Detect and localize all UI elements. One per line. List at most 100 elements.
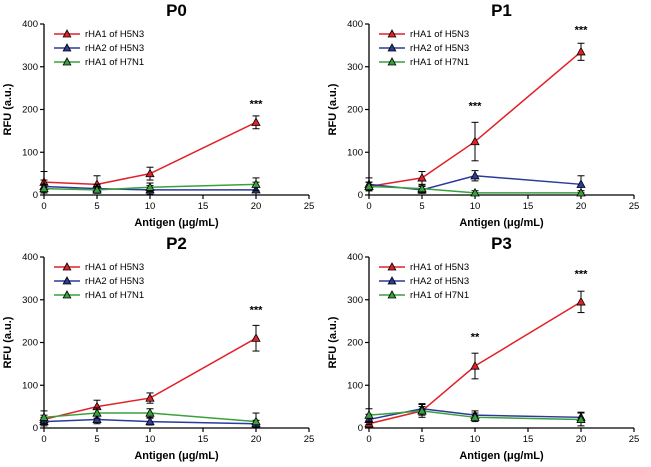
data-marker [145, 393, 155, 402]
series-markers-red [364, 46, 586, 190]
y-tick-label: 200 [347, 338, 363, 349]
x-tick-label: 10 [145, 201, 156, 212]
ticks: 0 5 10 15 20 25 0 100 200 300 400 [347, 252, 639, 445]
legend-label: rHA1 of H7N1 [85, 290, 144, 301]
ticks: 0 5 10 15 20 25 0 100 200 300 400 [22, 252, 314, 445]
y-tick-label: 0 [33, 190, 38, 201]
series-markers-green [39, 179, 261, 194]
legend: rHA1 of H5N3 rHA2 of H5N3 rHA1 of H7N1 [379, 262, 469, 301]
error-bars-red [365, 42, 585, 192]
x-tick-label: 5 [419, 201, 424, 212]
x-tick-label: 0 [41, 201, 46, 212]
y-tick-label: 300 [347, 62, 363, 73]
chart-svg-p0: P0 0 5 10 15 20 25 0 100 200 300 400 Antigen (μg/mL)… [2, 1, 314, 229]
significance-label: *** [469, 101, 483, 113]
y-axis-label: RFU (a.u.) [2, 316, 14, 368]
y-tick-label: 200 [22, 338, 38, 349]
chart-panel-p0: P0 0 5 10 15 20 25 0 100 200 300 400 Antigen (μg/mL)… [0, 0, 325, 233]
legend-marker [387, 262, 397, 271]
data-marker [145, 168, 155, 178]
x-tick-label: 10 [470, 201, 481, 212]
series-markers-green [364, 405, 586, 423]
legend-label: rHA1 of H5N3 [85, 262, 144, 273]
y-tick-label: 300 [22, 62, 38, 73]
x-axis-label: Antigen (μg/mL) [459, 217, 544, 229]
series-line-green [368, 410, 582, 421]
chart-panel-p1: P1 0 5 10 15 20 25 0 100 200 300 400 Antigen (μg/mL)… [325, 0, 651, 233]
error-bars-red [40, 115, 260, 194]
x-tick-label: 5 [94, 434, 99, 445]
y-tick-label: 100 [22, 380, 38, 391]
data-marker [92, 184, 102, 194]
significance-label: *** [250, 98, 264, 110]
data-marker [145, 182, 155, 191]
data-marker [92, 414, 102, 423]
significance-label: *** [575, 269, 589, 281]
y-tick-label: 400 [347, 252, 363, 263]
x-tick-label: 15 [523, 434, 534, 445]
legend-marker [62, 290, 72, 299]
legend-marker [387, 276, 397, 285]
legend-label: rHA1 of H5N3 [410, 29, 469, 40]
x-tick-label: 0 [366, 434, 371, 445]
series-line-red [43, 337, 257, 421]
data-marker [576, 296, 586, 306]
legend-label: rHA1 of H5N3 [410, 262, 469, 273]
data-marker [576, 414, 586, 423]
legend-label: rHA1 of H7N1 [410, 290, 469, 301]
y-tick-label: 0 [358, 190, 363, 201]
data-marker [145, 407, 155, 417]
x-tick-label: 5 [419, 434, 424, 445]
legend-label: rHA2 of H5N3 [410, 43, 469, 54]
x-axis-label: Antigen (μg/mL) [134, 217, 219, 229]
x-tick-label: 20 [576, 434, 587, 445]
legend-label: rHA2 of H5N3 [85, 43, 144, 54]
x-tick-label: 25 [629, 434, 640, 445]
ticks: 0 5 10 15 20 25 0 100 200 300 400 [22, 19, 314, 212]
x-tick-label: 0 [366, 201, 371, 212]
data-marker [92, 407, 102, 417]
error-bars-red [365, 290, 585, 428]
legend: rHA1 of H5N3 rHA2 of H5N3 rHA1 of H7N1 [379, 29, 469, 68]
data-marker [470, 187, 480, 197]
series-line-blue [43, 418, 257, 425]
data-marker [470, 360, 480, 370]
series-markers-green [39, 407, 261, 426]
y-axis-label: RFU (a.u.) [327, 316, 339, 368]
x-tick-label: 20 [576, 201, 587, 212]
panel-title: P2 [166, 234, 187, 253]
data-marker [576, 179, 586, 188]
data-marker [470, 412, 480, 421]
data-marker [417, 405, 427, 415]
x-tick-label: 25 [629, 201, 640, 212]
data-marker [470, 170, 480, 180]
series-line-green [43, 412, 257, 423]
series-markers-red [39, 117, 261, 188]
data-marker [470, 136, 480, 146]
axes [43, 257, 309, 429]
y-axis-label: RFU (a.u.) [327, 83, 339, 135]
data-marker [39, 183, 49, 193]
chart-svg-p3: P3 0 5 10 15 20 25 0 100 200 300 400 Antigen (μg/mL)… [327, 234, 639, 462]
chart-panel-p3: P3 0 5 10 15 20 25 0 100 200 300 400 Antigen (μg/mL)… [325, 233, 651, 467]
y-tick-label: 0 [33, 423, 38, 434]
series-line-red [43, 121, 257, 186]
legend-marker [62, 262, 72, 271]
x-tick-label: 25 [304, 201, 315, 212]
legend-marker [62, 57, 72, 66]
x-tick-label: 15 [198, 434, 209, 445]
data-marker [39, 412, 49, 421]
legend-label: rHA1 of H5N3 [85, 29, 144, 40]
panel-title: P0 [166, 1, 187, 20]
significance-label: *** [250, 304, 264, 316]
data-marker [576, 187, 586, 197]
panel-title: P1 [491, 1, 512, 20]
x-tick-label: 0 [41, 434, 46, 445]
legend-marker [62, 276, 72, 285]
y-tick-label: 300 [347, 295, 363, 306]
y-tick-label: 100 [347, 380, 363, 391]
legend-marker [387, 57, 397, 66]
x-tick-label: 20 [251, 434, 262, 445]
legend: rHA1 of H5N3 rHA2 of H5N3 rHA1 of H7N1 [54, 262, 144, 301]
legend-marker [387, 43, 397, 52]
